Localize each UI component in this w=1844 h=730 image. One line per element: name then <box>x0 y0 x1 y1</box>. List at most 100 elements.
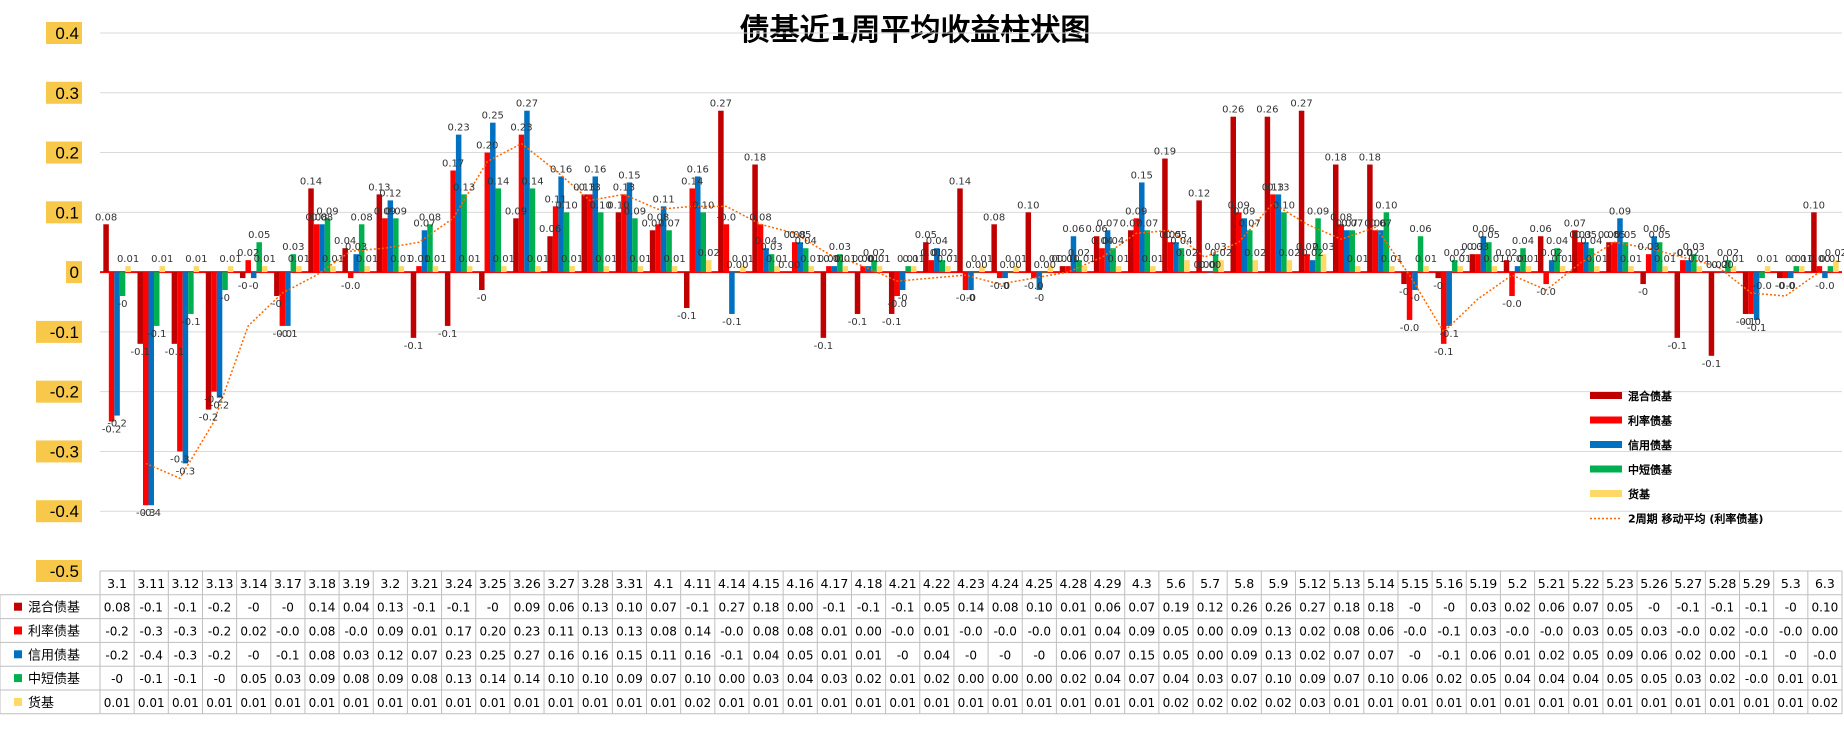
bar-rate <box>791 242 798 273</box>
category-label: 3.31 <box>616 576 644 591</box>
data-label-mixed: -0.1 <box>677 311 697 322</box>
category-label: 4.3 <box>1132 576 1152 591</box>
bar-short <box>734 272 741 273</box>
table-cell: 0.01 <box>1402 696 1429 710</box>
bar-rate <box>1270 194 1276 273</box>
table-cell: 0.01 <box>1504 696 1531 710</box>
bar-money <box>1354 266 1361 273</box>
bar-mixed <box>137 272 143 344</box>
table-cell: 0.07 <box>1128 601 1155 615</box>
table-cell: -0 <box>1409 601 1421 615</box>
table-cell: 0.07 <box>1231 672 1258 686</box>
data-label-short: 0.03 <box>829 242 851 253</box>
bar-money <box>1150 266 1156 273</box>
data-label-credit: 0.04 <box>755 236 777 247</box>
data-label-rate: 0.08 <box>305 212 327 223</box>
table-cell: 0.02 <box>1231 696 1258 710</box>
table-row-name: 货基 <box>28 695 54 711</box>
bar-rate <box>928 260 935 273</box>
table-cell: 0.03 <box>343 648 370 662</box>
data-label-rate: -0.0 <box>1400 323 1420 334</box>
data-label-rate: -0.0 <box>273 329 293 340</box>
data-label-credit: 0.05 <box>1165 230 1187 241</box>
table-cell: 0.00 <box>1197 625 1224 639</box>
bar-short <box>495 188 502 273</box>
data-label-short: 0.09 <box>624 206 646 217</box>
bar-mixed <box>410 272 417 338</box>
table-cell: 0.11 <box>548 625 575 639</box>
data-label-short: 0.14 <box>487 176 509 187</box>
table-cell: 0.01 <box>309 696 336 710</box>
bar-mixed <box>239 272 246 279</box>
data-label-money: 0.01 <box>1552 254 1574 265</box>
data-label-short: 0.04 <box>795 236 817 247</box>
table-cell: -0.1 <box>1437 625 1460 639</box>
table-cell: 0.01 <box>787 696 814 710</box>
data-label-money: 0.01 <box>629 254 651 265</box>
bar-credit <box>592 176 599 273</box>
table-cell: 0.04 <box>753 648 780 662</box>
bar-credit <box>353 254 359 273</box>
bar-rate <box>518 134 525 273</box>
legend-label-moving-average: 2周期 移动平均 (利率债基) <box>1628 512 1763 526</box>
bar-mixed <box>957 188 963 273</box>
data-label-mixed: 0.12 <box>1188 188 1210 199</box>
table-cell: 0.02 <box>1538 648 1565 662</box>
bar-rate <box>1201 272 1208 273</box>
table-cell: 0.05 <box>1163 648 1190 662</box>
bar-credit <box>1583 242 1589 273</box>
bar-rate <box>1543 272 1549 285</box>
table-cell: 0.08 <box>1333 625 1360 639</box>
bar-short <box>427 224 433 273</box>
data-label-money: 0.01 <box>322 254 344 265</box>
data-label-credit: 0.27 <box>516 99 538 110</box>
bar-mixed <box>1162 158 1168 273</box>
data-label-mixed: 0.01 <box>1051 254 1073 265</box>
bar-money <box>1799 266 1805 273</box>
y-axis-ticks: 0.4 0.3 0.2 0.1 0 -0.1 -0.2 -0.3 -0.4 -0.5 <box>36 22 82 582</box>
data-label-mixed: 0.27 <box>710 99 732 110</box>
data-label-rate: -0.0 <box>1502 299 1522 310</box>
bar-rate <box>177 272 183 452</box>
data-label-rate: 0.13 <box>613 182 635 193</box>
data-label-mixed: 0.14 <box>300 176 322 187</box>
table-cell: 0.05 <box>1607 601 1634 615</box>
bar-short <box>1486 242 1492 273</box>
table-cell: 0.16 <box>548 648 575 662</box>
ytick-label-bg <box>36 560 82 582</box>
data-label-credit: 0.04 <box>926 236 948 247</box>
data-label-mixed: 0.06 <box>1530 224 1552 235</box>
table-cell: -0.0 <box>1540 625 1563 639</box>
data-label-credit: 0.09 <box>1609 206 1631 217</box>
bar-credit <box>524 110 530 273</box>
bar-short <box>1007 272 1014 273</box>
bar-short <box>324 218 331 273</box>
bar-money <box>330 266 336 273</box>
data-label-short: 0.13 <box>453 182 475 193</box>
data-label-mixed: 0.10 <box>1017 200 1039 211</box>
bar-short <box>1622 242 1629 273</box>
table-cell: -0 <box>1409 648 1421 662</box>
table-cell: 0.08 <box>992 601 1019 615</box>
data-label-rate: 0.13 <box>579 182 601 193</box>
table-cell: -0.0 <box>1745 625 1768 639</box>
bar-short <box>1417 236 1424 273</box>
data-label-short: 0.09 <box>316 206 338 217</box>
data-label-money: 0.01 <box>1381 254 1403 265</box>
bar-money <box>1730 266 1737 273</box>
data-label-money: 0.01 <box>834 254 856 265</box>
category-label: 3.11 <box>137 576 165 591</box>
bar-credit <box>1446 272 1452 326</box>
bar-short <box>1110 248 1116 273</box>
table-cell: 0.01 <box>1709 696 1736 710</box>
table-cell: 0.19 <box>1163 601 1190 615</box>
bar-short <box>1281 212 1287 273</box>
table-cell: 0.00 <box>1709 648 1736 662</box>
moving-average-line <box>145 142 1820 480</box>
table-cell: 0.01 <box>582 696 609 710</box>
table-cell: 0.13 <box>1265 648 1292 662</box>
bar-credit <box>626 182 633 273</box>
data-label-credit: 0.13 <box>1267 182 1289 193</box>
data-label-mixed: -0 <box>1399 287 1409 298</box>
bar-money <box>1457 266 1463 273</box>
